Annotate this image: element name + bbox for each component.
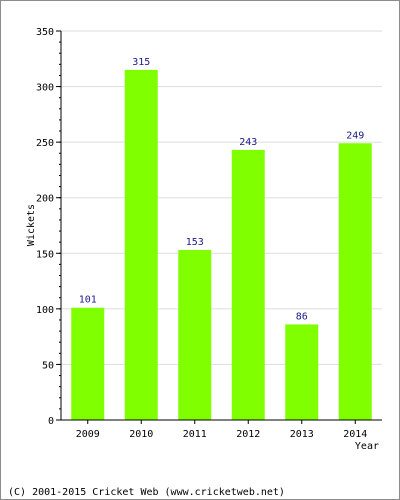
y-tick-label: 150 (36, 249, 54, 260)
copyright-footer: (C) 2001-2015 Cricket Web (www.cricketwe… (8, 487, 285, 498)
x-tick-label: 2012 (236, 429, 260, 440)
y-tick-label: 250 (36, 138, 54, 149)
bar-2011 (178, 249, 212, 420)
bar-2014 (338, 143, 372, 421)
x-tick-label: 2011 (183, 429, 207, 440)
bar-2010 (124, 69, 158, 421)
bar-2012 (231, 149, 265, 420)
data-label-2009: 101 (79, 295, 97, 306)
data-label-2014: 249 (346, 130, 364, 141)
x-tick-label: 2013 (290, 429, 314, 440)
x-tick-label: 2009 (76, 429, 100, 440)
data-label-2010: 315 (132, 57, 150, 68)
bars (71, 69, 372, 421)
y-tick-label: 300 (36, 83, 54, 94)
y-tick-label: 200 (36, 194, 54, 205)
bar-2009 (71, 307, 105, 420)
data-label-2013: 86 (296, 311, 308, 322)
bar-2013 (285, 324, 319, 420)
x-axis-title: Year (355, 441, 379, 452)
grid-lines (61, 30, 382, 365)
y-tick-label: 0 (48, 416, 54, 427)
y-tick-label: 50 (42, 360, 54, 371)
y-axis-title: Wickets (26, 204, 37, 246)
y-tick-label: 350 (36, 27, 54, 38)
x-tick-label: 2010 (129, 429, 153, 440)
x-tick-label: 2014 (343, 429, 367, 440)
data-label-2012: 243 (239, 137, 257, 148)
labels: 0 50 100 150 200 250 300 350 101 2009 315 2010 153 20… (36, 27, 367, 440)
y-tick-label: 100 (36, 305, 54, 316)
data-label-2011: 153 (186, 237, 204, 248)
axes (56, 30, 382, 424)
